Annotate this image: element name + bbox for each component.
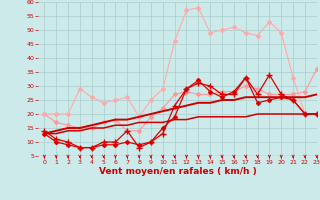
X-axis label: Vent moyen/en rafales ( km/h ): Vent moyen/en rafales ( km/h ) <box>99 167 256 176</box>
